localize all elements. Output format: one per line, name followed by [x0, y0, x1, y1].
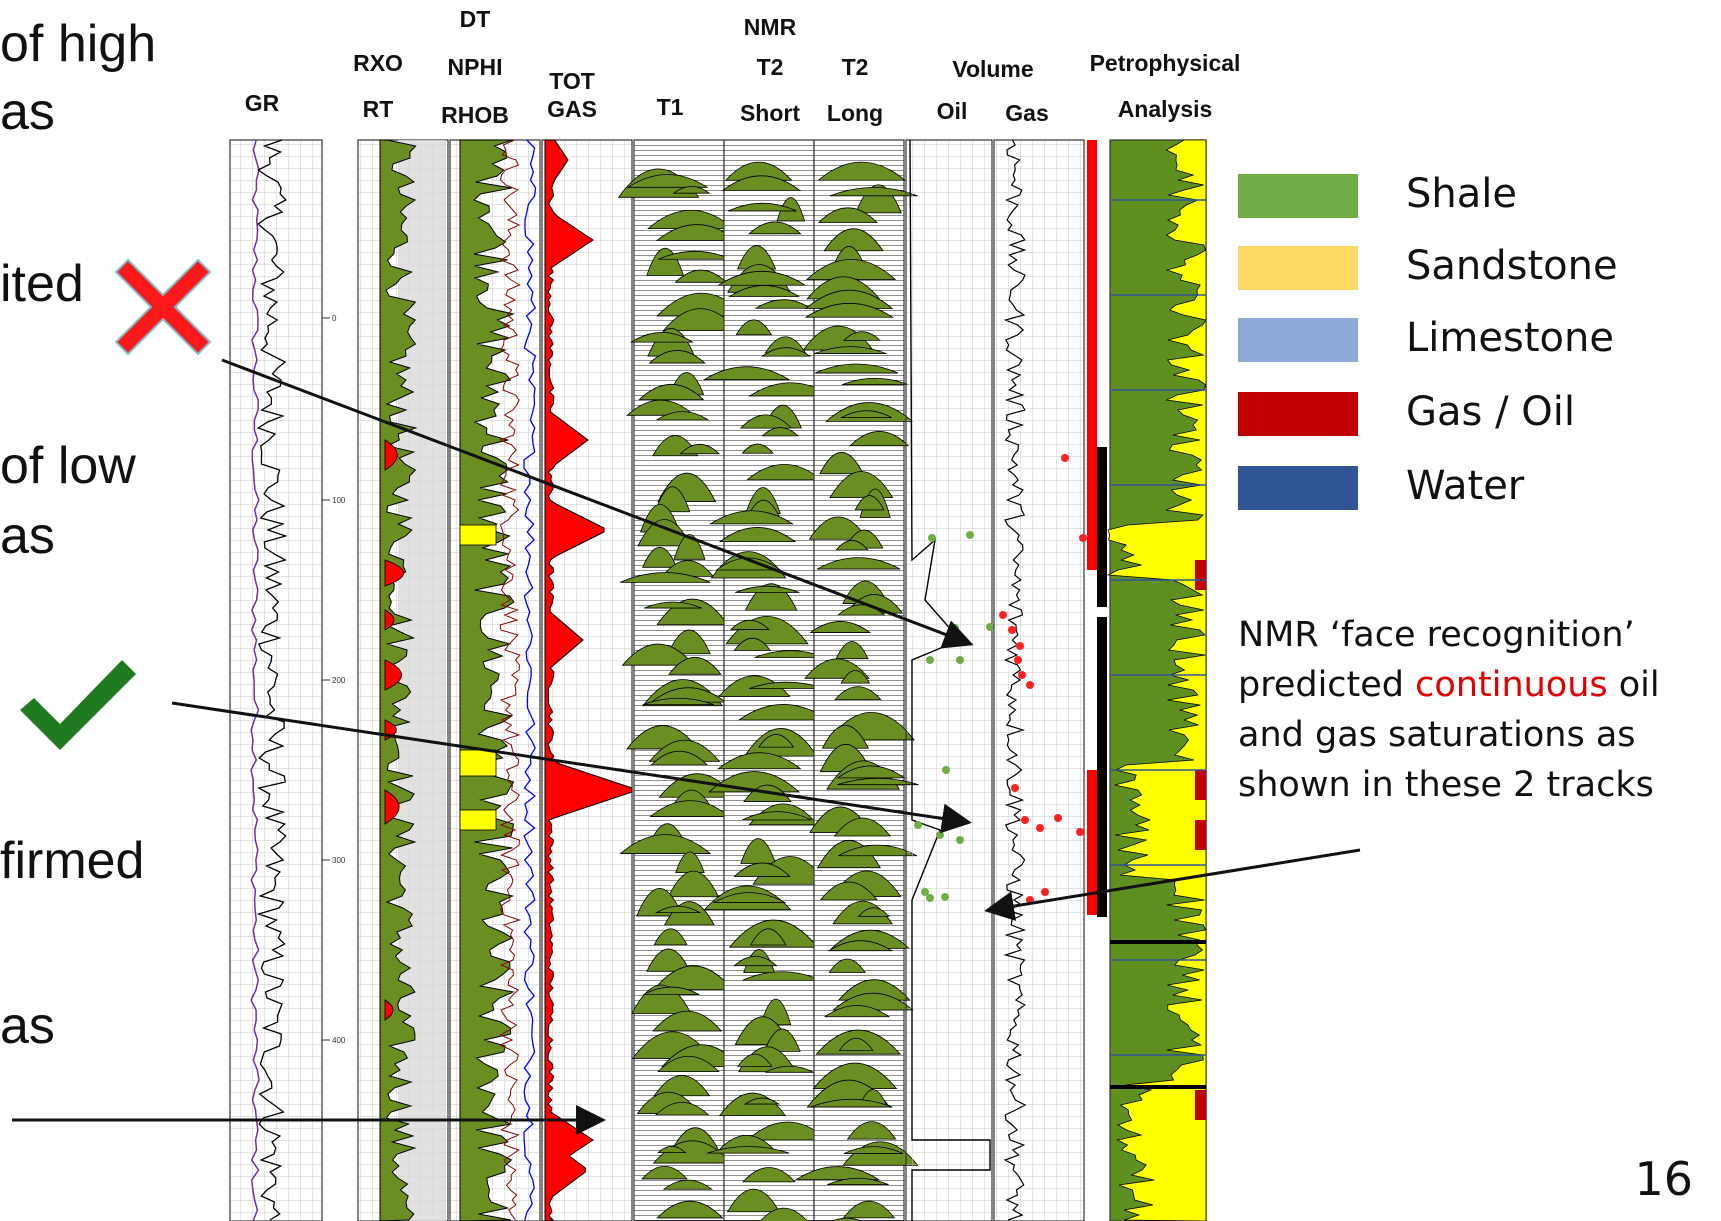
header-long: Long [826, 100, 884, 126]
left-text-line-5: as [0, 507, 55, 565]
legend-swatch-limestone [1238, 318, 1358, 362]
oil-saturation-point [926, 656, 934, 664]
legend-swatch-water [1238, 466, 1358, 510]
pointer-arrow [984, 848, 1361, 921]
header-nphi: NPHI [447, 54, 503, 80]
gas-saturation-point [1076, 828, 1084, 836]
gas-saturation-point [1018, 671, 1026, 679]
depth-tick-label: 0 [332, 314, 337, 323]
legend-swatch-sandstone [1238, 246, 1358, 290]
left-text-line-4: of low [0, 437, 136, 495]
oil-saturation-point [926, 894, 934, 902]
left-text-line-2: as [0, 83, 55, 141]
header-tot: TOT [549, 68, 595, 94]
header-petrophysical: Petrophysical [1089, 50, 1241, 76]
header-gr: GR [244, 90, 280, 116]
header-volume: Volume [952, 56, 1034, 82]
left-text-line-6: firmed [0, 832, 145, 890]
oil-saturation-point [956, 656, 964, 664]
gas-saturation-point [1016, 642, 1024, 650]
header-rxo: RXO [353, 50, 403, 76]
legend-label-water: Water [1406, 463, 1525, 509]
header-gas: Gas [1005, 100, 1049, 126]
green-check-icon [20, 660, 136, 750]
pointer-arrow [221, 358, 974, 649]
gas-saturation-point [1079, 534, 1087, 542]
gas-saturation-point [1061, 454, 1069, 462]
black-flag-bar [1097, 617, 1107, 917]
oil-saturation-point [914, 821, 922, 829]
pointer-arrow [171, 701, 972, 834]
left-text-line-7: as [0, 997, 55, 1055]
oil-saturation-point [936, 831, 944, 839]
gas-saturation-point [1054, 814, 1062, 822]
depth-tick-label: 300 [332, 856, 346, 865]
track-volume-oil [905, 139, 993, 1221]
legend-label-shale: Shale [1406, 171, 1517, 217]
oil-saturation-point [928, 534, 936, 542]
red-cross-icon [114, 258, 212, 356]
gas-saturation-point [1011, 784, 1019, 792]
header-short: Short [739, 100, 801, 126]
oil-saturation-point [956, 836, 964, 844]
depth-tick-label: 100 [332, 496, 346, 505]
annotation-note: NMR ‘face recognition’ predicted continu… [1238, 610, 1708, 810]
black-flag-bar [1097, 447, 1107, 607]
depth-tick-label: 200 [332, 676, 346, 685]
header-t2-long-label: T2 [841, 54, 869, 80]
red-flag-bar [1087, 770, 1097, 915]
header-dt: DT [459, 6, 491, 32]
header-t2-short-label: T2 [756, 54, 784, 80]
gas-saturation-point [1008, 626, 1016, 634]
oil-saturation-point [951, 624, 959, 632]
legend-swatch-gas-oil [1238, 392, 1358, 436]
legend-label-sandstone: Sandstone [1406, 243, 1618, 289]
legend-swatch-shale [1238, 174, 1358, 218]
note-highlight: continuous [1415, 665, 1608, 705]
gas-saturation-point [1021, 816, 1029, 824]
legend-label-limestone: Limestone [1406, 315, 1614, 361]
oil-saturation-point [941, 893, 949, 901]
oil-saturation-point [921, 888, 929, 896]
header-analysis: Analysis [1117, 96, 1213, 122]
gas-saturation-point [1014, 656, 1022, 664]
header-rhob: RHOB [441, 102, 509, 128]
oil-saturation-point [986, 623, 994, 631]
track-tot-gas [541, 139, 633, 1221]
gas-saturation-point [1036, 824, 1044, 832]
header-t1: T1 [656, 94, 684, 120]
left-text-line-1: of high [0, 15, 157, 73]
legend-label-gas-oil: Gas / Oil [1406, 389, 1575, 435]
note-part-1: NMR ‘face recognition’ predicted [1238, 615, 1635, 705]
gas-saturation-point [1041, 888, 1049, 896]
track-volume-gas [993, 139, 1085, 1221]
header-oil: Oil [936, 98, 968, 124]
oil-saturation-point [942, 766, 950, 774]
gas-saturation-point [1026, 681, 1034, 689]
oil-saturation-point [966, 531, 974, 539]
red-flag-bar [1087, 140, 1097, 570]
header-nmr: NMR [743, 14, 797, 40]
left-text-line-3: ited [0, 255, 84, 313]
note-part-2: oil and gas saturations as shown in thes… [1238, 665, 1660, 805]
page-number: 16 [1634, 1152, 1693, 1206]
header-rt: RT [362, 96, 394, 122]
gas-saturation-point [999, 611, 1007, 619]
depth-tick-label: 400 [332, 1036, 346, 1045]
header-tot-gas: GAS [547, 96, 597, 122]
